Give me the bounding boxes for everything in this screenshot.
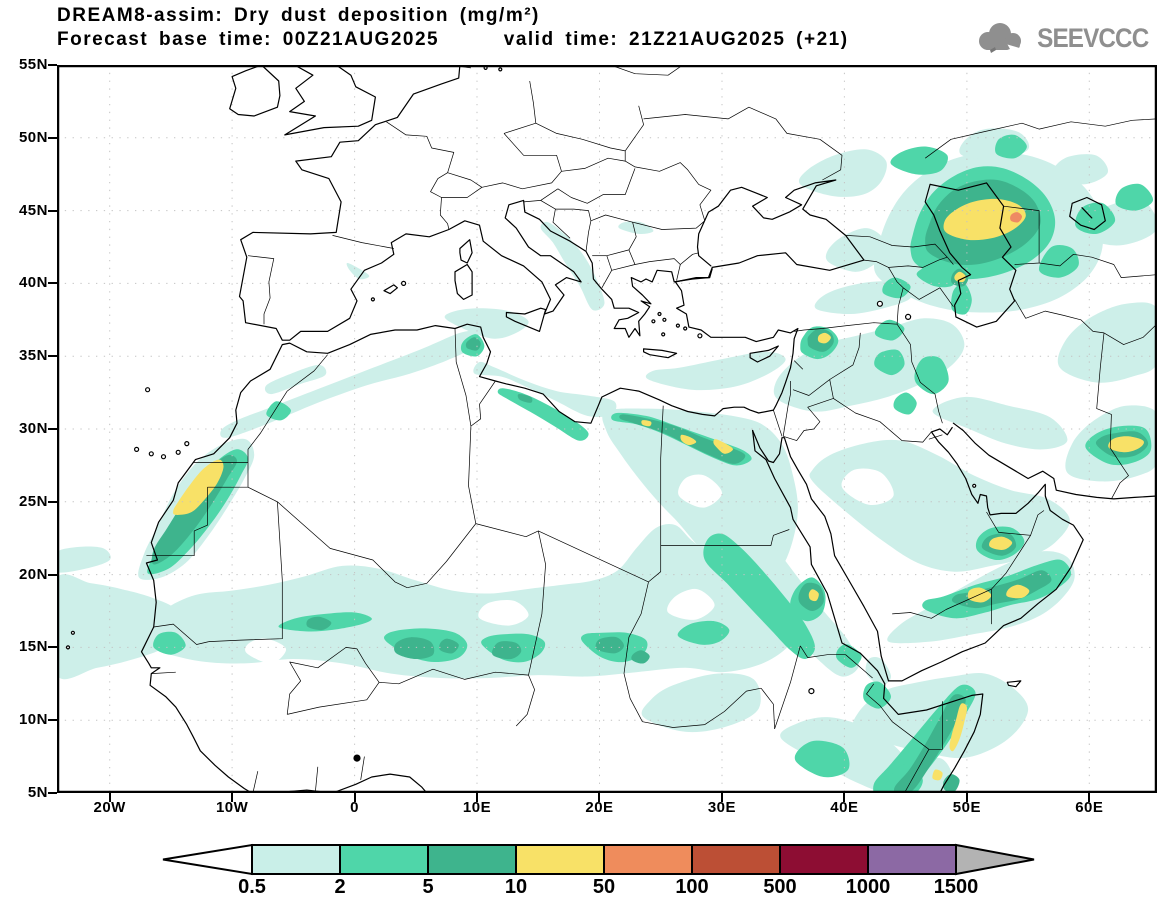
lat-tick — [48, 792, 57, 794]
lon-label: 20W — [93, 799, 126, 816]
lat-label: 35N — [18, 347, 48, 365]
map-canvas — [57, 65, 1157, 793]
cloud-logo-icon — [978, 23, 1022, 55]
country-borders — [146, 65, 1157, 793]
map-border — [57, 65, 1157, 793]
lon-label: 40E — [830, 799, 859, 816]
page-title: DREAM8-assim: Dry dust deposition (mg/m²… — [57, 5, 540, 26]
lon-tick — [476, 793, 479, 802]
lon-label: 30E — [707, 799, 737, 816]
lon-label: 20E — [585, 799, 614, 816]
legend-tick-label: 1000 — [845, 876, 891, 898]
lon-tick — [720, 793, 723, 802]
legend-tick-label: 100 — [675, 876, 709, 898]
logo-text: SEEVCCC — [1037, 22, 1150, 53]
lat-tick — [48, 646, 57, 649]
color-scale-bar — [162, 843, 1035, 876]
legend-tick-label: 2 — [334, 876, 346, 898]
lon-label: 50E — [952, 799, 981, 816]
lat-tick — [48, 209, 57, 212]
legend-tick-label: 50 — [592, 876, 616, 898]
coastlines — [65, 65, 1157, 793]
legend-tick-label: 10 — [504, 876, 528, 898]
legend-tick-label: 500 — [763, 876, 797, 898]
lat-label: 40N — [18, 274, 48, 292]
lon-label: 60E — [1075, 799, 1104, 816]
lon-label: 0 — [350, 799, 359, 816]
lon-tick — [353, 793, 356, 802]
legend-tick-label: 0.5 — [238, 876, 266, 898]
lat-tick — [48, 428, 57, 430]
lon-label: 10W — [215, 799, 249, 816]
dust-layer — [57, 128, 1157, 793]
lat-label: 30N — [18, 420, 48, 437]
lon-tick — [965, 793, 968, 802]
legend-tick-label: 1500 — [933, 876, 979, 898]
lat-tick — [48, 355, 57, 358]
lat-label: 50N — [18, 128, 48, 146]
lat-label: 5N — [27, 784, 48, 801]
lat-label: 10N — [18, 711, 48, 729]
lat-label: 15N — [18, 638, 48, 656]
lat-label: 25N — [18, 492, 48, 510]
lon-tick — [1088, 793, 1091, 802]
lat-tick — [48, 136, 57, 139]
lat-label: 45N — [18, 201, 48, 219]
lat-tick — [48, 282, 57, 285]
lat-label: 55N — [18, 56, 48, 73]
lat-tick — [48, 64, 57, 66]
lon-tick — [108, 793, 111, 802]
seevccc-logo: SEEVCCC — [970, 20, 1155, 56]
lat-label: 20N — [18, 565, 48, 583]
legend-tick-label: 5 — [422, 876, 434, 898]
lon-tick — [843, 793, 846, 802]
lat-tick — [48, 573, 57, 576]
lat-tick — [48, 500, 57, 503]
lon-tick — [598, 793, 601, 802]
lon-tick — [231, 793, 234, 802]
map-frame — [57, 65, 1157, 793]
lat-tick — [48, 719, 57, 722]
lon-label: 10E — [462, 799, 492, 816]
forecast-time-line: Forecast base time: 00Z21AUG2025 valid t… — [57, 29, 849, 50]
